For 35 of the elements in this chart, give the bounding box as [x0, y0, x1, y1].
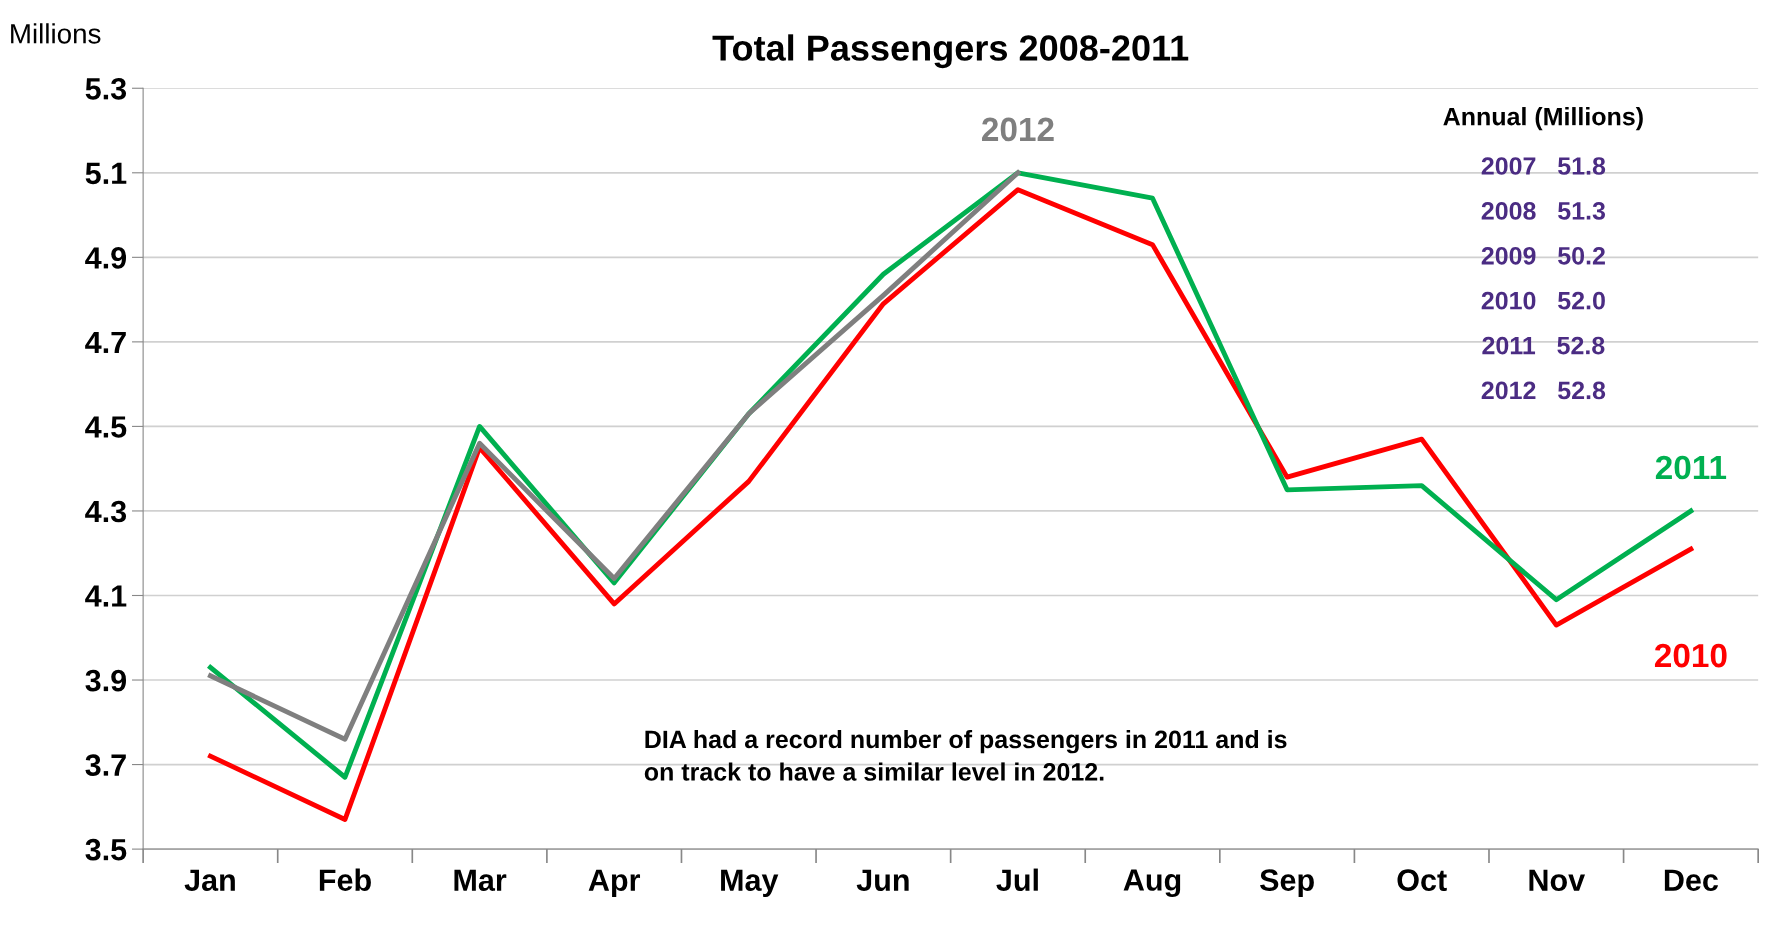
- y-tick-label: 4.5: [85, 416, 127, 438]
- y-tick-label: 5.1: [85, 162, 127, 185]
- y-tick-label: 4.7: [85, 331, 126, 353]
- x-tick-label: Dec: [1664, 869, 1719, 891]
- x-tick-label: Jan: [184, 869, 235, 891]
- y-tick-label: 3.5: [85, 838, 127, 861]
- x-tick-label: Aug: [1123, 869, 1181, 898]
- annotation: 2012 52.8: [1481, 381, 1606, 400]
- x-tick-label: Feb: [319, 868, 371, 891]
- chart-title: Total Passengers 2008-2011: [712, 34, 1189, 69]
- x-tick-label: Apr: [588, 869, 641, 898]
- y-tick-label: 3.9: [85, 669, 127, 692]
- y-tick-label: 4.1: [85, 585, 127, 607]
- x-tick-label: Mar: [454, 869, 507, 891]
- annotation: DIA had a record number of passengers in 2011 and is on track to have a similar level in 2012.: [644, 729, 1287, 781]
- series-label: 2010: [1654, 643, 1727, 668]
- y-tick-label: 4.3: [85, 500, 127, 523]
- y-axis-title: Millions: [11, 23, 101, 44]
- series-label: 2012: [982, 117, 1054, 142]
- series-label: 2011: [1655, 455, 1727, 480]
- y-tick-label: 5.3: [85, 77, 127, 100]
- x-tick-label: Jul: [996, 868, 1038, 891]
- annotation: 2010 52.0: [1481, 291, 1605, 310]
- x-tick-label: Nov: [1529, 869, 1586, 891]
- x-tick-label: Oct: [1397, 869, 1447, 891]
- x-tick-label: Sep: [1259, 869, 1314, 898]
- annotation: 2007 51.8: [1481, 157, 1606, 175]
- x-tick-label: Jun: [856, 869, 909, 891]
- annotation: 2008 51.3: [1481, 202, 1606, 220]
- y-tick-label: 4.9: [85, 247, 127, 269]
- annotation: 2011 52.8: [1482, 336, 1605, 355]
- annotation: Annual (Millions): [1443, 107, 1643, 131]
- annotation: 2009 50.2: [1481, 246, 1605, 265]
- y-tick-label: 3.7: [85, 754, 126, 776]
- x-tick-label: May: [721, 869, 779, 898]
